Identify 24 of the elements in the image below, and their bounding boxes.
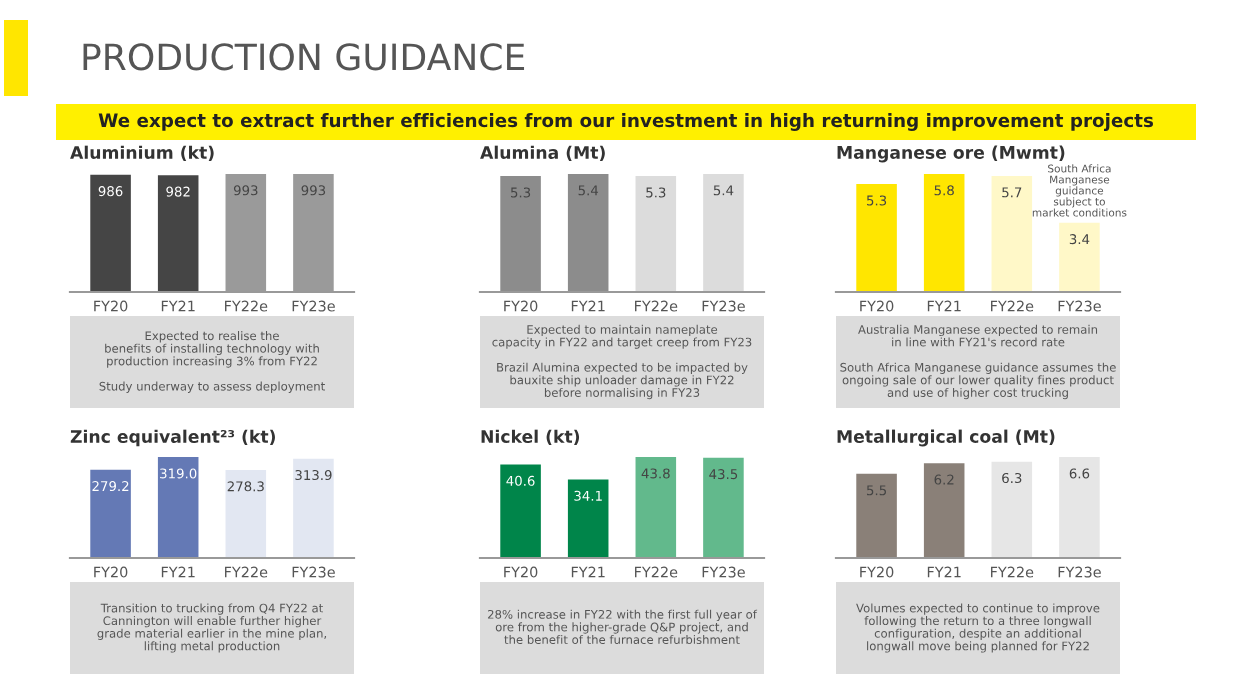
bar [856, 184, 897, 292]
bar [991, 461, 1033, 558]
bar [225, 469, 267, 558]
bar [991, 175, 1033, 292]
bar [90, 469, 131, 558]
chart-title: Manganese ore (Mwmt) [837, 145, 1065, 163]
chart-title: Metallurgical coal (Mt) [837, 429, 1055, 447]
chart-title: Zinc equivalent²³ (kt) [70, 429, 275, 447]
bar [1059, 457, 1100, 558]
bar [923, 463, 965, 558]
bar [856, 473, 897, 558]
chart-title: Nickel (kt) [481, 429, 580, 446]
text: PRODUCTION GUIDANCE [83, 43, 525, 71]
chart-title: Alumina (Mt) [480, 145, 605, 162]
bar [157, 457, 199, 558]
text: We expect to extract further efficiencies from our investment in high returning improvement projects [98, 113, 1154, 131]
bar [567, 479, 609, 558]
bar [635, 457, 677, 558]
bar [293, 458, 334, 558]
bar [703, 457, 744, 558]
chart-title: Aluminium (kt) [70, 145, 214, 162]
bar [1059, 222, 1100, 292]
bar [500, 464, 541, 558]
bar [923, 173, 965, 292]
